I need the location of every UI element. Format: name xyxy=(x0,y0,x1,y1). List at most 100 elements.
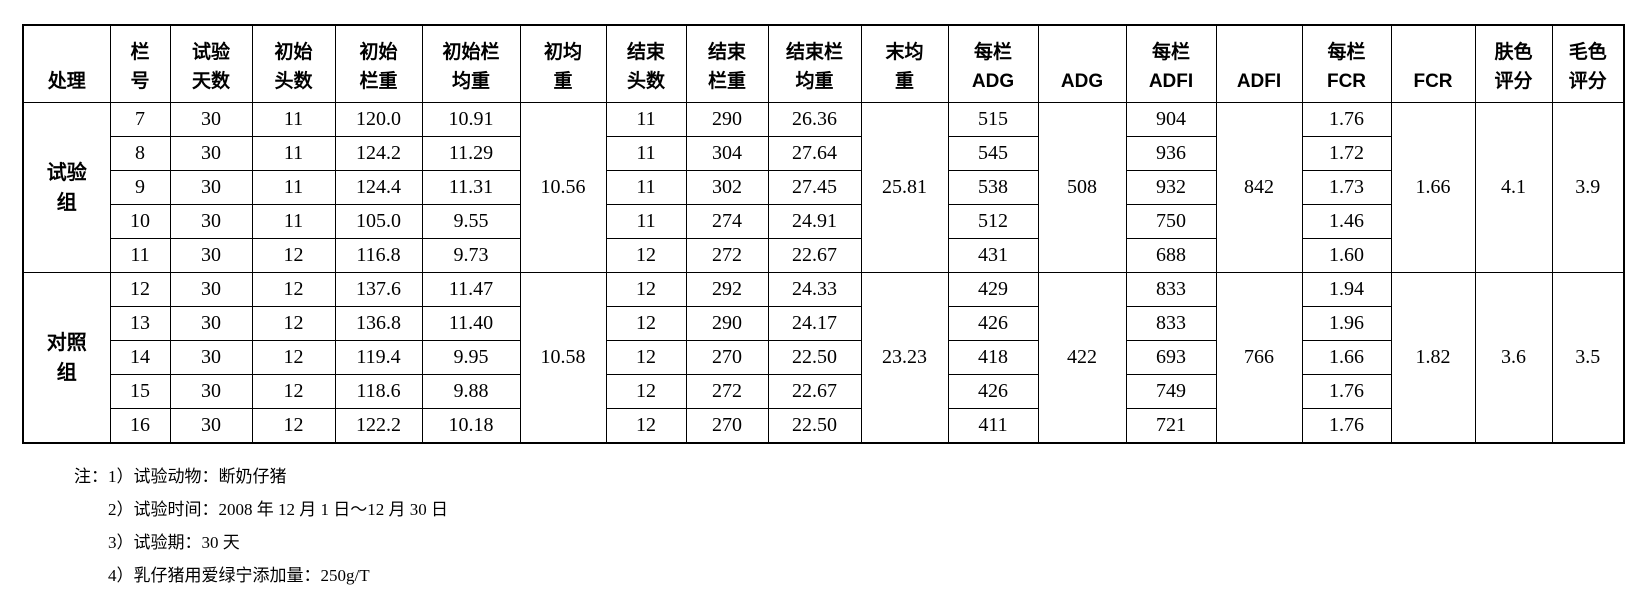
group-label-line: 组 xyxy=(56,191,77,214)
cell-init-avg-weight-control: 10.58 xyxy=(519,272,607,444)
cell-init-pen-weight: 105.0 xyxy=(334,204,423,239)
header-label: 每栏 xyxy=(1151,42,1190,63)
cell-init-pen-weight: 137.6 xyxy=(334,272,423,307)
cell-init-avg-weight-trial: 10.56 xyxy=(519,102,607,273)
cell-init-heads: 11 xyxy=(251,102,336,137)
cell-end-pen-weight: 272 xyxy=(685,238,769,273)
cell-trial-days: 30 xyxy=(169,340,253,375)
cell-trial-days: 30 xyxy=(169,374,253,409)
note-text: 4）乳仔猪用爱绿宁添加量：250g/T xyxy=(108,566,370,585)
cell-init-pen-weight: 119.4 xyxy=(334,340,423,375)
cell-pen-no: 12 xyxy=(109,272,171,307)
cell-pen-adfi: 693 xyxy=(1125,340,1217,375)
header-pen-adfi: 每栏 ADFI xyxy=(1125,24,1217,103)
cell-trial-days: 30 xyxy=(169,408,253,444)
header-label: 初均 xyxy=(543,42,582,63)
cell-end-pen-avg: 27.45 xyxy=(767,170,862,205)
table-row-pen-8: 8 30 11 124.2 11.29 11 304 27.64 545 936… xyxy=(23,136,1624,171)
cell-end-pen-avg: 26.36 xyxy=(767,102,862,137)
footnotes: 注：1）试验动物：断奶仔猪 2）试验时间：2008 年 12 月 1 日～12 … xyxy=(74,460,448,592)
cell-init-pen-avg: 11.47 xyxy=(421,272,521,307)
cell-init-pen-avg: 11.40 xyxy=(421,306,521,341)
cell-init-pen-weight: 122.2 xyxy=(334,408,423,444)
table-row-pen-12: 对照组 12 30 12 137.6 11.47 10.58 12 292 24… xyxy=(22,272,1625,444)
cell-pen-adfi: 750 xyxy=(1125,204,1217,239)
cell-final-avg-weight-control: 23.23 xyxy=(860,272,949,444)
cell-init-heads: 12 xyxy=(251,340,336,375)
table-row-pen-13: 13 30 12 136.8 11.40 12 290 24.17 426 83… xyxy=(23,306,1624,341)
header-label: 均重 xyxy=(795,71,834,92)
cell-coat-score-trial: 3.9 xyxy=(1551,102,1625,273)
cell-end-heads: 12 xyxy=(605,306,687,341)
cell-end-pen-weight: 272 xyxy=(685,374,769,409)
note-line-3: 3）试验期：30 天 xyxy=(74,526,448,559)
table-row-pen-10: 10 30 11 105.0 9.55 11 274 24.91 512 750… xyxy=(23,204,1624,239)
cell-end-pen-weight: 292 xyxy=(685,272,769,307)
header-pen-adg: 每栏 ADG xyxy=(947,24,1039,103)
cell-pen-fcr: 1.94 xyxy=(1301,272,1392,307)
header-label: 评分 xyxy=(1568,71,1607,92)
cell-end-heads: 11 xyxy=(605,136,687,171)
header-trial-days: 试验 天数 xyxy=(169,24,253,103)
cell-pen-adg: 426 xyxy=(947,374,1039,409)
cell-init-pen-weight: 124.4 xyxy=(334,170,423,205)
cell-init-pen-avg: 10.18 xyxy=(421,408,521,444)
table-row-pen-9: 9 30 11 124.4 11.31 11 302 27.45 538 932… xyxy=(23,170,1624,205)
cell-pen-no: 11 xyxy=(109,238,171,273)
header-label: 结束 xyxy=(626,42,665,63)
header-label: ADFI xyxy=(1236,71,1282,92)
cell-pen-fcr: 1.73 xyxy=(1301,170,1392,205)
cell-end-pen-avg: 27.64 xyxy=(767,136,862,171)
cell-init-pen-weight: 120.0 xyxy=(334,102,423,137)
header-end-pen-avg-weight: 结束栏 均重 xyxy=(767,24,862,103)
cell-pen-fcr: 1.76 xyxy=(1301,102,1392,137)
header-pen-no: 栏号 xyxy=(109,24,171,103)
cell-pen-no: 15 xyxy=(109,374,171,409)
group-label-line: 组 xyxy=(56,361,77,384)
cell-trial-days: 30 xyxy=(169,102,253,137)
header-label: FCR xyxy=(1413,71,1453,92)
cell-end-heads: 11 xyxy=(605,170,687,205)
header-label: 试验 xyxy=(191,42,230,63)
cell-pen-fcr: 1.46 xyxy=(1301,204,1392,239)
cell-fcr-trial: 1.66 xyxy=(1390,102,1476,273)
cell-init-pen-weight: 116.8 xyxy=(334,238,423,273)
group-label-control: 对照组 xyxy=(22,272,111,444)
group-label-line: 对照 xyxy=(46,331,87,354)
note-text: 1）试验动物：断奶仔猪 xyxy=(108,467,287,486)
cell-trial-days: 30 xyxy=(169,170,253,205)
note-text: 2）试验时间：2008 年 12 月 1 日～12 月 30 日 xyxy=(108,500,448,519)
cell-init-heads: 12 xyxy=(251,408,336,444)
cell-init-pen-avg: 11.31 xyxy=(421,170,521,205)
cell-pen-adg: 429 xyxy=(947,272,1039,307)
header-label: 每栏 xyxy=(973,42,1012,63)
header-coat-score: 毛色 评分 xyxy=(1551,24,1625,103)
cell-pen-no: 8 xyxy=(109,136,171,171)
cell-init-pen-weight: 124.2 xyxy=(334,136,423,171)
header-label: 天数 xyxy=(191,71,230,92)
cell-trial-days: 30 xyxy=(169,204,253,239)
note-text: 3）试验期：30 天 xyxy=(108,533,240,552)
header-label: ADG xyxy=(971,71,1015,92)
header-label: 初始栏 xyxy=(442,42,500,63)
cell-init-pen-avg: 10.91 xyxy=(421,102,521,137)
group-label-line: 试验 xyxy=(46,161,87,184)
cell-adg-trial: 508 xyxy=(1037,102,1127,273)
table-row-pen-15: 15 30 12 118.6 9.88 12 272 22.67 426 749… xyxy=(23,374,1624,409)
cell-init-heads: 12 xyxy=(251,272,336,307)
cell-skin-score-trial: 4.1 xyxy=(1474,102,1553,273)
header-init-heads: 初始 头数 xyxy=(251,24,336,103)
cell-pen-no: 9 xyxy=(109,170,171,205)
header-init-pen-avg-weight: 初始栏 均重 xyxy=(421,24,521,103)
cell-end-pen-avg: 24.17 xyxy=(767,306,862,341)
cell-pen-no: 13 xyxy=(109,306,171,341)
cell-init-heads: 12 xyxy=(251,238,336,273)
cell-end-pen-weight: 270 xyxy=(685,408,769,444)
group-label-trial: 试验组 xyxy=(22,102,111,273)
note-line-1: 注：1）试验动物：断奶仔猪 xyxy=(74,460,448,493)
header-label: 头数 xyxy=(626,71,665,92)
table-row-pen-14: 14 30 12 119.4 9.95 12 270 22.50 418 693… xyxy=(23,340,1624,375)
cell-pen-adfi: 749 xyxy=(1125,374,1217,409)
cell-pen-no: 16 xyxy=(109,408,171,444)
header-adfi: ADFI xyxy=(1215,24,1303,103)
